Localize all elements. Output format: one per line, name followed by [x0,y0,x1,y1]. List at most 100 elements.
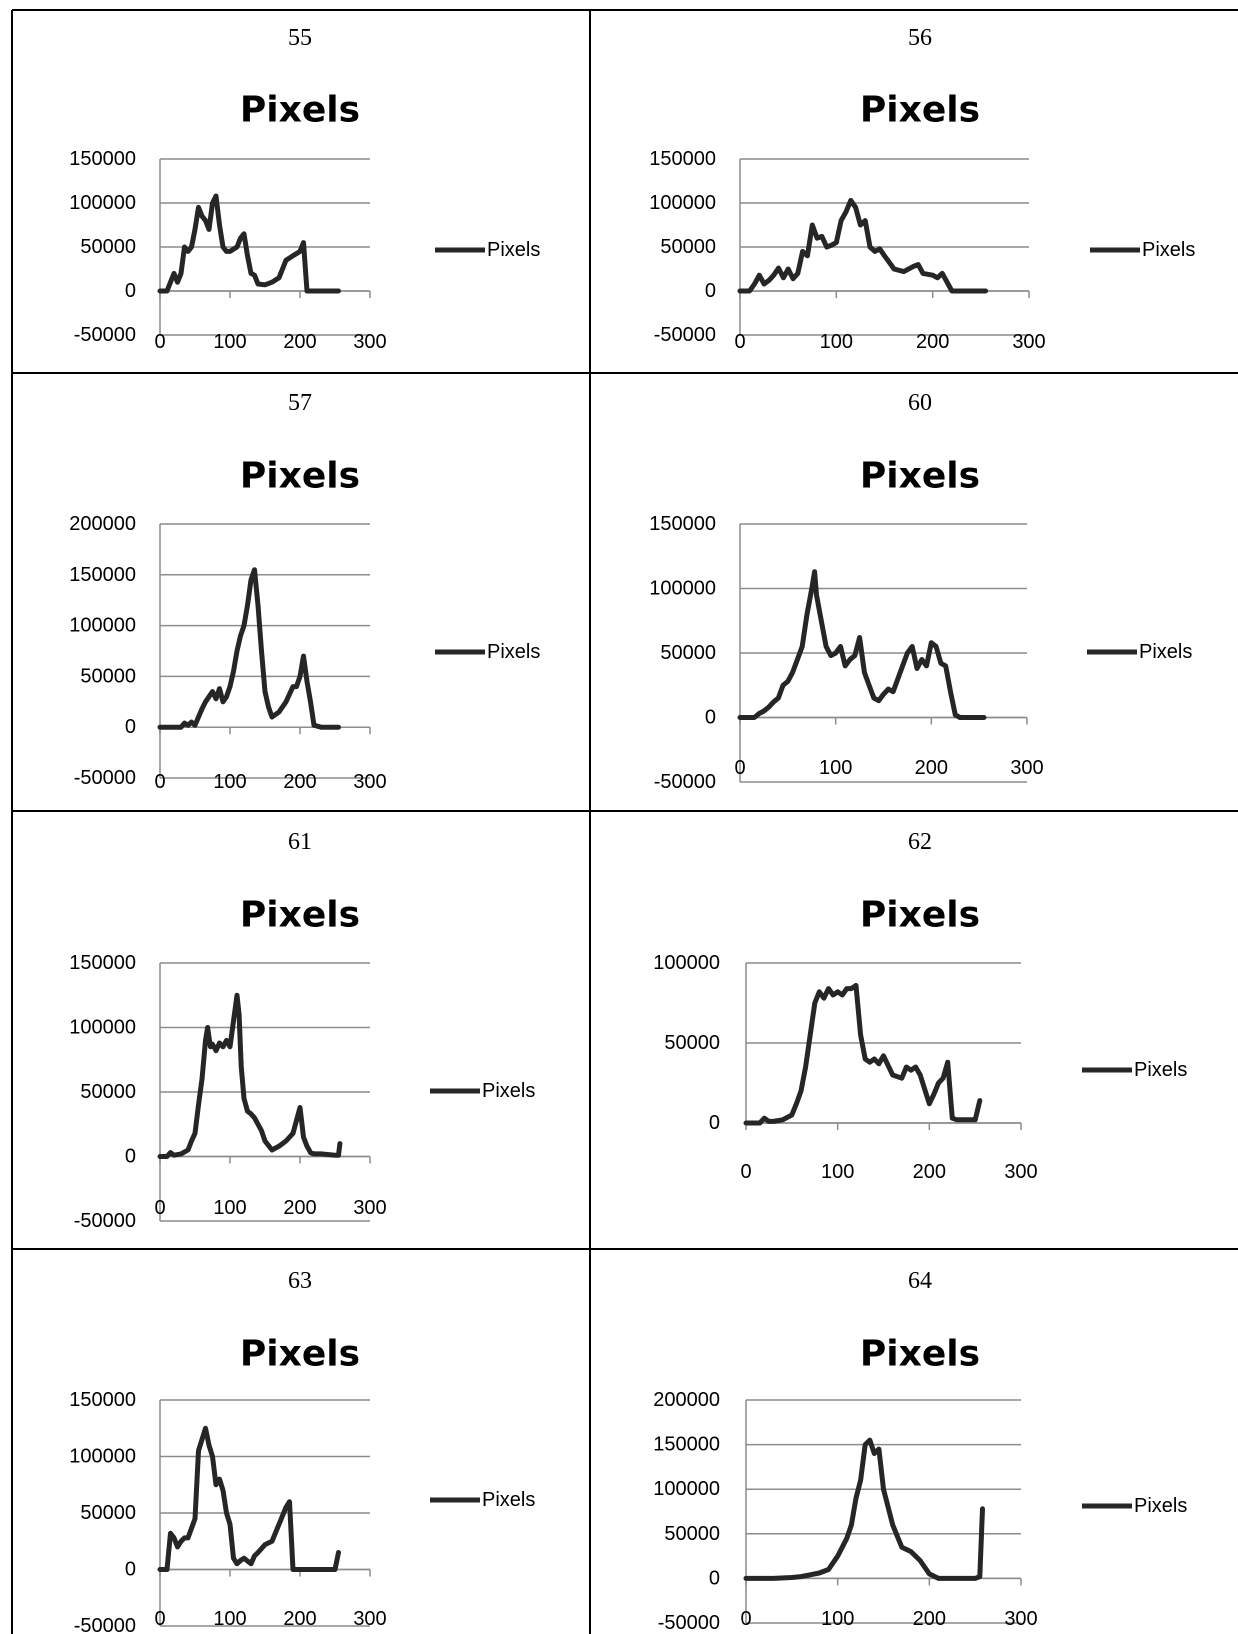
x-tick-label: 0 [740,1161,751,1183]
chart-60: 60 Pixels -50000 0 50000 100000 150000 0 100 200 3… [649,390,1192,793]
series-line-pixels [157,992,343,1159]
legend-label: Pixels [1134,1495,1187,1517]
legend-label: Pixels [1134,1059,1187,1081]
x-tick-label: 100 [820,331,853,353]
y-tick-label: 50000 [80,236,136,258]
chart-title: Pixels [240,895,360,936]
chart-64: 64 Pixels -50000 0 50000 100000 150000 200000 0 1… [653,1268,1187,1634]
chart-number-label: 57 [288,390,312,416]
y-tick-label: 0 [709,1112,720,1134]
x-tick-label: 300 [1004,1608,1037,1630]
chart-number-label: 63 [288,1268,312,1294]
legend-label: Pixels [1142,239,1195,261]
y-tick-label: 100000 [69,615,136,637]
chart-55: 55 Pixels -50000 0 50000 100000 150000 0 100 200 3… [69,25,540,353]
y-tick-label: 200000 [69,513,136,535]
x-tick-label: 0 [154,771,165,793]
table-frame [11,9,1238,1634]
x-tick-label: 0 [154,1608,165,1630]
y-tick-label: 50000 [80,1502,136,1524]
chart-title: Pixels [240,456,360,497]
x-tick-label: 300 [353,331,386,353]
x-tick-label: 100 [213,1608,246,1630]
y-tick-label: 0 [125,1146,136,1168]
series-line-pixels [157,193,341,294]
x-tick-label: 0 [740,1608,751,1630]
x-tick-label: 300 [1004,1161,1037,1183]
x-tick-label: 200 [283,771,316,793]
chart-63: 63 Pixels -50000 0 50000 100000 150000 0 100 200 3… [69,1268,535,1634]
y-tick-label: 50000 [664,1523,720,1545]
x-tick-label: 0 [154,1197,165,1219]
y-tick-label: 150000 [69,564,136,586]
y-tick-label: 0 [705,707,716,729]
x-tick-label: 300 [353,771,386,793]
series-line-pixels [743,982,983,1126]
y-tick-label: 50000 [660,236,716,258]
y-tick-label: 0 [125,716,136,738]
y-tick-label: 0 [125,280,136,302]
x-tick-label: 200 [916,331,949,353]
y-tick-label: 150000 [649,148,716,170]
y-tick-label: 150000 [653,1434,720,1456]
x-tick-label: 300 [1010,757,1043,779]
series-line-pixels [157,567,341,730]
x-tick-label: 200 [915,757,948,779]
chart-61: 61 Pixels -50000 0 50000 100000 150000 0 100 200 3… [69,829,535,1232]
x-tick-label: 200 [283,1608,316,1630]
y-tick-label: -50000 [658,1612,720,1634]
chart-number-label: 56 [908,25,932,51]
chart-title: Pixels [860,90,980,131]
y-tick-label: 100000 [69,1446,136,1468]
y-tick-label: 150000 [649,513,716,535]
x-tick-label: 0 [154,331,165,353]
chart-number-label: 64 [908,1268,932,1294]
series-line-pixels [157,1425,341,1572]
chart-number-label: 60 [908,390,932,416]
y-tick-label: 100000 [649,192,716,214]
y-tick-label: 50000 [664,1032,720,1054]
x-tick-label: 100 [213,331,246,353]
legend-label: Pixels [487,641,540,663]
x-tick-label: 100 [819,757,852,779]
y-tick-label: 50000 [80,1081,136,1103]
y-tick-label: 150000 [69,148,136,170]
y-tick-label: -50000 [74,1615,136,1634]
x-tick-label: 0 [734,757,745,779]
series-line-pixels [743,1437,985,1581]
chart-title: Pixels [860,895,980,936]
chart-title: Pixels [860,1334,980,1375]
legend-label: Pixels [1139,641,1192,663]
legend-label: Pixels [482,1080,535,1102]
x-tick-label: 200 [283,1197,316,1219]
y-tick-label: 100000 [69,1017,136,1039]
y-tick-label: -50000 [654,324,716,346]
y-tick-label: 200000 [653,1389,720,1411]
y-tick-label: 150000 [69,1389,136,1411]
x-tick-label: 300 [353,1608,386,1630]
chart-number-label: 61 [288,829,312,855]
chart-number-label: 55 [288,25,312,51]
x-tick-label: 100 [213,771,246,793]
y-tick-label: -50000 [74,767,136,789]
legend-label: Pixels [487,239,540,261]
chart-number-label: 62 [908,829,932,855]
y-tick-label: -50000 [74,324,136,346]
x-tick-label: 200 [913,1608,946,1630]
y-tick-label: -50000 [74,1210,136,1232]
chart-title: Pixels [240,90,360,131]
x-tick-label: 200 [913,1161,946,1183]
y-tick-label: 50000 [80,665,136,687]
x-tick-label: 300 [353,1197,386,1219]
y-tick-label: 100000 [653,1478,720,1500]
x-tick-label: 100 [821,1161,854,1183]
y-tick-label: 50000 [660,642,716,664]
chart-57: 57 Pixels -50000 0 50000 100000 150000 200000 0 1… [69,390,540,793]
y-tick-label: 0 [125,1559,136,1581]
x-tick-label: 100 [213,1197,246,1219]
x-tick-label: 0 [734,331,745,353]
x-tick-label: 200 [283,331,316,353]
y-tick-label: 100000 [69,192,136,214]
